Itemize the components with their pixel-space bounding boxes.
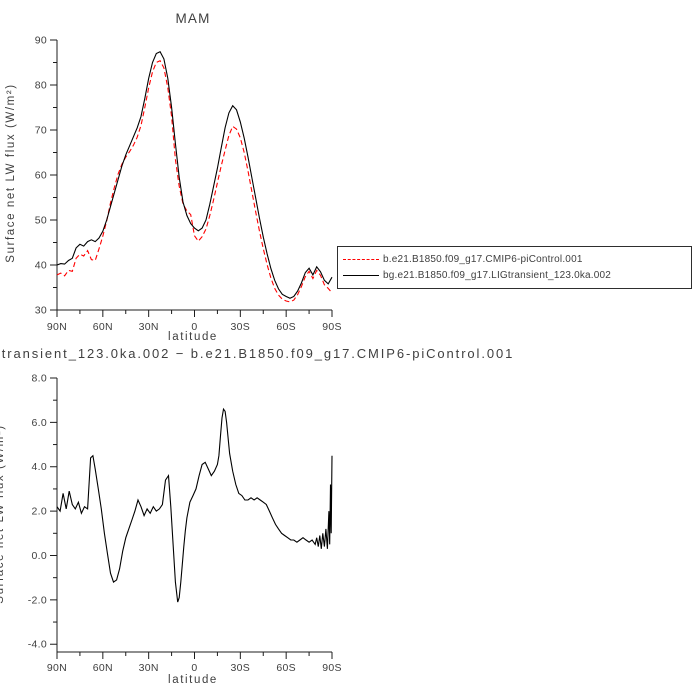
- y-tick-label: 40: [35, 260, 47, 272]
- x-tick-label: 0: [191, 321, 197, 333]
- bottom-chart-series: [56, 407, 333, 603]
- series-line-1: [56, 50, 333, 299]
- x-tick-label: 90N: [47, 662, 67, 674]
- y-tick-label: 6.0: [32, 417, 48, 429]
- legend-entry-ligtransient: bg.e21.B1850.f09_g17.LIGtransient_123.0k…: [340, 270, 689, 281]
- y-tick-label: 8.0: [32, 373, 48, 385]
- legend-line-ligtransient-icon: [343, 275, 379, 276]
- x-tick-label: 30N: [139, 321, 159, 333]
- top-chart-series: [56, 50, 333, 303]
- y-tick-label: 60: [35, 170, 47, 182]
- x-tick-label: 90N: [47, 321, 67, 333]
- bottom-chart-title: bg.e21.B1850.f09_g17.LIGtransient_123.0k…: [0, 346, 514, 361]
- legend-line-picontrol-icon: [343, 259, 379, 260]
- legend-box: b.e21.B1850.f09_g17.CMIP6-piControl.001 …: [337, 246, 692, 289]
- y-tick-label: 2.0: [32, 506, 48, 518]
- top-chart-y-axis-label: Surface net LW flux (W/m²): [5, 83, 17, 262]
- y-tick-label: 4.0: [32, 461, 48, 473]
- top-chart-title: MAM: [175, 11, 210, 26]
- y-tick-label: 80: [35, 80, 47, 92]
- x-tick-label: 90S: [322, 321, 342, 333]
- y-tick-label: 30: [35, 305, 47, 317]
- bottom-chart-x-axis-label: latitude: [168, 674, 218, 686]
- y-tick-label: 50: [35, 215, 47, 227]
- y-tick-label: -2.0: [28, 594, 47, 606]
- y-tick-label: 90: [35, 35, 47, 47]
- y-tick-label: -4.0: [28, 639, 47, 651]
- top-chart-x-axis-label: latitude: [168, 331, 218, 343]
- x-tick-label: 60S: [276, 662, 296, 674]
- x-tick-label: 60S: [276, 321, 296, 333]
- x-tick-label: 60N: [93, 662, 113, 674]
- series-line-0: [56, 59, 333, 303]
- bottom-chart: bg.e21.B1850.f09_g17.LIGtransient_123.0k…: [0, 346, 514, 686]
- x-tick-label: 30S: [231, 321, 251, 333]
- x-tick-label: 30N: [139, 662, 159, 674]
- x-tick-label: 30S: [231, 662, 251, 674]
- y-tick-label: 0.0: [32, 550, 48, 562]
- x-tick-label: 60N: [93, 321, 113, 333]
- y-tick-label: 70: [35, 125, 47, 137]
- bottom-chart-y-axis-label: Surface net LW flux (W/m²): [0, 424, 6, 603]
- x-tick-label: 90S: [322, 662, 342, 674]
- series-line-0: [56, 407, 333, 603]
- legend-label-ligtransient: bg.e21.B1850.f09_g17.LIGtransient_123.0k…: [383, 270, 612, 281]
- top-chart: MAM Surface net LW flux (W/m²) latitude …: [5, 11, 342, 343]
- legend-label-picontrol: b.e21.B1850.f09_g17.CMIP6-piControl.001: [383, 254, 583, 265]
- bottom-chart-axes: 90N 60N 30N 0 30S 60S 90S 8.0 6.0 4.0 2.0 0.0 -2.0 -4…: [28, 373, 342, 675]
- x-tick-label: 0: [191, 662, 197, 674]
- legend-entry-picontrol: b.e21.B1850.f09_g17.CMIP6-piControl.001: [340, 254, 689, 265]
- top-chart-axes: 90N 60N 30N 0 30S 60S 90S 30 40 50 60 70 80 90: [35, 35, 342, 334]
